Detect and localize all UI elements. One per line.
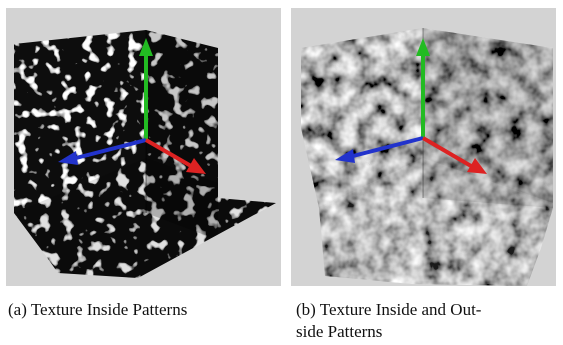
- panel-b-texture-inside-outside: [291, 8, 556, 286]
- z-axis-arrow: [335, 149, 355, 163]
- z-axis-arrow: [58, 151, 78, 165]
- caption-b-label: (b): [296, 300, 316, 319]
- caption-b: (b) Texture Inside and Out- side Pattern…: [296, 299, 558, 343]
- texture-render-b: [301, 28, 553, 286]
- x-axis-arrow: [467, 158, 487, 174]
- y-axis-arrow: [416, 38, 430, 56]
- caption-a-label: (a): [8, 300, 27, 319]
- caption-a-text: Texture Inside Patterns: [30, 300, 188, 319]
- x-axis-arrow: [186, 158, 206, 174]
- axis-gizmo-b: [335, 38, 487, 174]
- caption-a: (a) Texture Inside Patterns: [8, 299, 286, 321]
- texture-render-a: [14, 30, 276, 278]
- caption-b-text-line1: Texture Inside and Out-: [319, 300, 482, 319]
- axis-gizmo-a: [58, 38, 206, 174]
- panel-a-texture-inside: [6, 8, 281, 286]
- y-axis-arrow: [139, 38, 153, 56]
- caption-b-text-line2: side Patterns: [296, 322, 383, 341]
